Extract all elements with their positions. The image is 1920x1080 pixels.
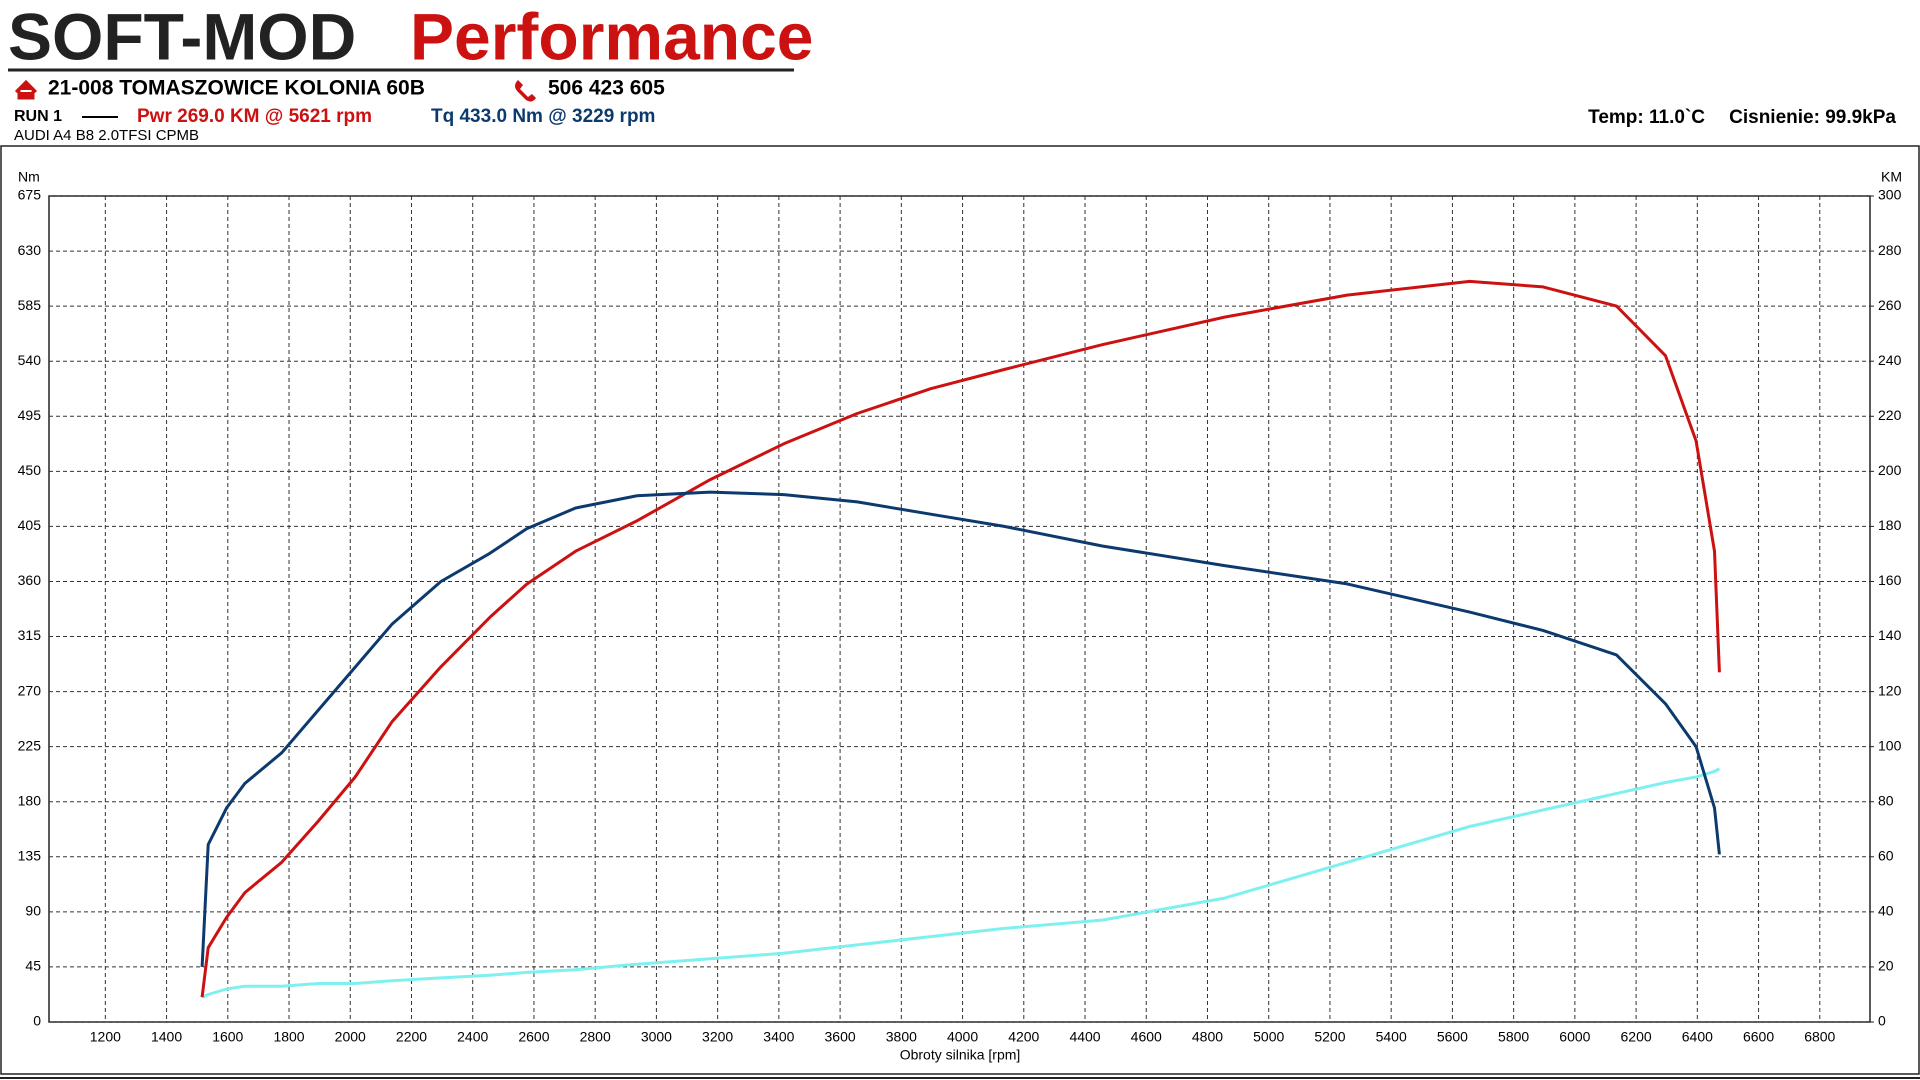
x-axis-label: Obroty silnika [rpm] — [900, 1047, 1021, 1063]
y-tick-label: 0 — [33, 1013, 41, 1029]
series-line — [200, 490, 1721, 967]
x-tick-label: 2200 — [396, 1029, 427, 1045]
y2-tick-label: 120 — [1878, 682, 1902, 698]
x-tick-label: 2400 — [457, 1029, 488, 1045]
series-line — [201, 767, 1721, 999]
y-tick-label: 675 — [18, 187, 42, 203]
x-tick-label: 3600 — [825, 1029, 856, 1045]
y-tick-label: 585 — [18, 297, 42, 313]
y2-tick-label: 100 — [1878, 737, 1902, 753]
y-tick-label: 630 — [18, 242, 42, 258]
chart-frame — [0, 145, 1920, 1075]
home-icon — [14, 79, 38, 100]
series-line — [200, 279, 1721, 998]
x-tick-label: 6600 — [1743, 1029, 1774, 1045]
y2-tick-label: 220 — [1878, 407, 1902, 423]
x-tick-label: 2800 — [580, 1029, 611, 1045]
y2-tick-label: 60 — [1878, 848, 1894, 864]
x-tick-label: 5200 — [1314, 1029, 1345, 1045]
y2-tick-label: 40 — [1878, 903, 1894, 919]
x-tick-label: 4800 — [1192, 1029, 1223, 1045]
x-tick-label: 6200 — [1621, 1029, 1652, 1045]
x-tick-label: 4200 — [1008, 1029, 1039, 1045]
plot-area — [48, 195, 1871, 1023]
x-tick-label: 3000 — [641, 1029, 672, 1045]
x-tick-label: 4600 — [1131, 1029, 1162, 1045]
y2-tick-label: 280 — [1878, 242, 1902, 258]
x-tick-label: 1600 — [212, 1029, 243, 1045]
y2-tick-label: 180 — [1878, 517, 1902, 533]
x-tick-label: 1800 — [273, 1029, 304, 1045]
address: 21-008 TOMASZOWICE KOLONIA 60B — [48, 77, 425, 100]
y-tick-label: 495 — [18, 407, 42, 423]
y2-axis-label: KM — [1881, 169, 1902, 185]
x-tick-label: 4400 — [1069, 1029, 1100, 1045]
y2-tick-label: 240 — [1878, 352, 1902, 368]
pressure: Cisnienie: 99.9kPa — [1729, 107, 1896, 128]
run-label: RUN 1 — [14, 108, 62, 125]
logo-sub: Performance — [410, 0, 814, 73]
x-tick-label: 6000 — [1559, 1029, 1590, 1045]
x-tick-label: 5000 — [1253, 1029, 1284, 1045]
x-tick-label: 3800 — [886, 1029, 917, 1045]
y-tick-label: 90 — [25, 903, 41, 919]
x-tick-label: 1400 — [151, 1029, 182, 1045]
y-tick-label: 180 — [18, 792, 42, 808]
x-tick-label: 6800 — [1804, 1029, 1835, 1045]
power-peak: Pwr 269.0 KM @ 5621 rpm — [137, 106, 372, 127]
y2-tick-label: 200 — [1878, 462, 1902, 478]
y2-tick-label: 20 — [1878, 958, 1894, 974]
x-tick-label: 5600 — [1437, 1029, 1468, 1045]
phone-icon — [515, 80, 536, 102]
y-tick-label: 540 — [18, 352, 42, 368]
x-tick-label: 2600 — [518, 1029, 549, 1045]
torque-peak: Tq 433.0 Nm @ 3229 rpm — [431, 106, 655, 127]
y-axis-label: Nm — [18, 169, 40, 185]
x-tick-label: 3200 — [702, 1029, 733, 1045]
y-tick-label: 405 — [18, 517, 42, 533]
car: AUDI A4 B8 2.0TFSI CPMB — [14, 127, 199, 144]
y2-tick-label: 160 — [1878, 572, 1902, 588]
y-tick-label: 225 — [18, 737, 42, 753]
logo: SOFT-MOD — [8, 0, 356, 73]
x-tick-label: 1200 — [90, 1029, 121, 1045]
y-tick-label: 360 — [18, 572, 42, 588]
y-tick-label: 135 — [18, 848, 42, 864]
temp: Temp: 11.0`C — [1588, 107, 1705, 128]
x-tick-label: 3400 — [763, 1029, 794, 1045]
x-tick-label: 2000 — [335, 1029, 366, 1045]
phone: 506 423 605 — [548, 77, 665, 100]
y2-tick-label: 80 — [1878, 792, 1894, 808]
y2-tick-label: 0 — [1878, 1013, 1886, 1029]
y2-tick-label: 260 — [1878, 297, 1902, 313]
y2-tick-label: 140 — [1878, 627, 1902, 643]
x-tick-label: 5400 — [1376, 1029, 1407, 1045]
x-tick-label: 6400 — [1682, 1029, 1713, 1045]
y2-tick-label: 300 — [1878, 187, 1902, 203]
x-tick-label: 4000 — [947, 1029, 978, 1045]
y-tick-label: 315 — [18, 627, 42, 643]
y-tick-label: 450 — [18, 462, 42, 478]
y-tick-label: 270 — [18, 682, 42, 698]
y-tick-label: 45 — [25, 958, 41, 974]
x-tick-label: 5800 — [1498, 1029, 1529, 1045]
